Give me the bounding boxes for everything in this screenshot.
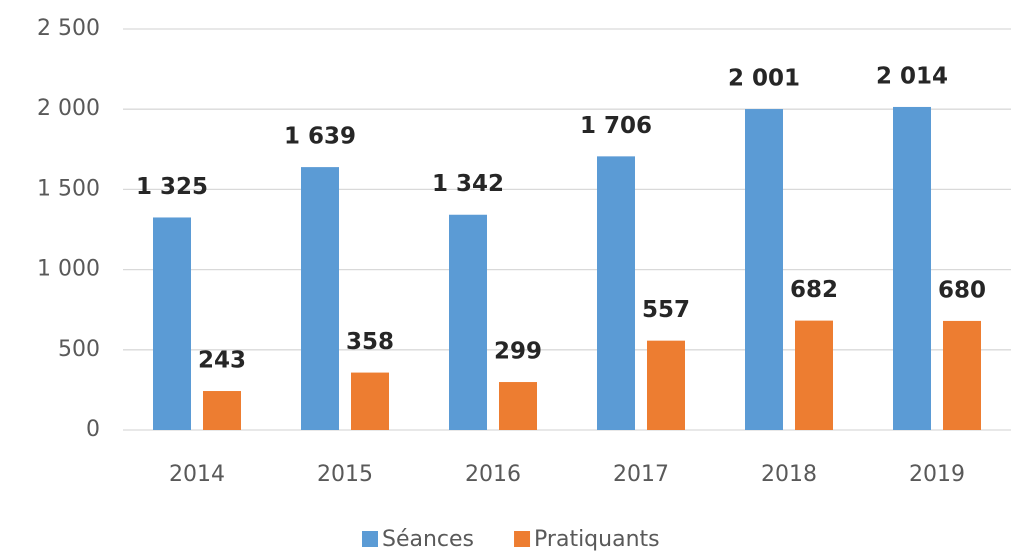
- y-tick-label: 1 500: [37, 176, 100, 201]
- bar: [745, 109, 783, 430]
- legend-label: Séances: [382, 527, 474, 552]
- y-tick-label: 2 500: [37, 16, 100, 41]
- value-label: 299: [494, 339, 542, 365]
- value-label: 1 639: [284, 124, 356, 150]
- bar: [795, 320, 833, 430]
- bar: [351, 372, 389, 430]
- bar: [203, 391, 241, 430]
- value-label: 1 706: [580, 113, 652, 139]
- y-tick-label: 0: [86, 417, 100, 442]
- x-tick-label: 2018: [761, 462, 817, 487]
- bar: [153, 217, 191, 430]
- bar: [943, 320, 981, 430]
- y-tick-label: 1 000: [37, 257, 100, 282]
- x-tick-label: 2019: [909, 462, 965, 487]
- value-label: 2 001: [728, 66, 800, 92]
- bar: [449, 214, 487, 430]
- legend-swatch: [362, 531, 378, 547]
- bar: [499, 382, 537, 430]
- value-label: 682: [790, 277, 838, 303]
- value-label: 2 014: [876, 63, 948, 89]
- x-tick-label: 2017: [613, 462, 669, 487]
- x-tick-label: 2015: [317, 462, 373, 487]
- value-label: 1 325: [136, 174, 208, 200]
- legend-swatch: [514, 531, 531, 547]
- legend-label: Pratiquants: [534, 527, 660, 552]
- x-tick-label: 2014: [169, 462, 225, 487]
- bar: [597, 156, 635, 430]
- value-label: 358: [346, 329, 394, 355]
- y-tick-label: 500: [58, 337, 100, 362]
- y-tick-label: 2 000: [37, 96, 100, 121]
- x-tick-label: 2016: [465, 462, 521, 487]
- value-label: 243: [198, 348, 246, 374]
- bar: [301, 167, 339, 430]
- value-label: 557: [642, 297, 690, 323]
- bar: [893, 106, 931, 430]
- value-label: 680: [938, 277, 986, 303]
- value-label: 1 342: [432, 171, 504, 197]
- bar: [647, 340, 685, 430]
